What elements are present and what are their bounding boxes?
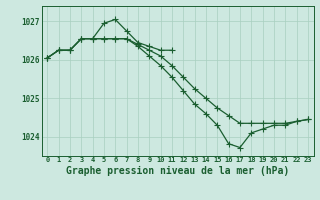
X-axis label: Graphe pression niveau de la mer (hPa): Graphe pression niveau de la mer (hPa) [66, 166, 289, 176]
